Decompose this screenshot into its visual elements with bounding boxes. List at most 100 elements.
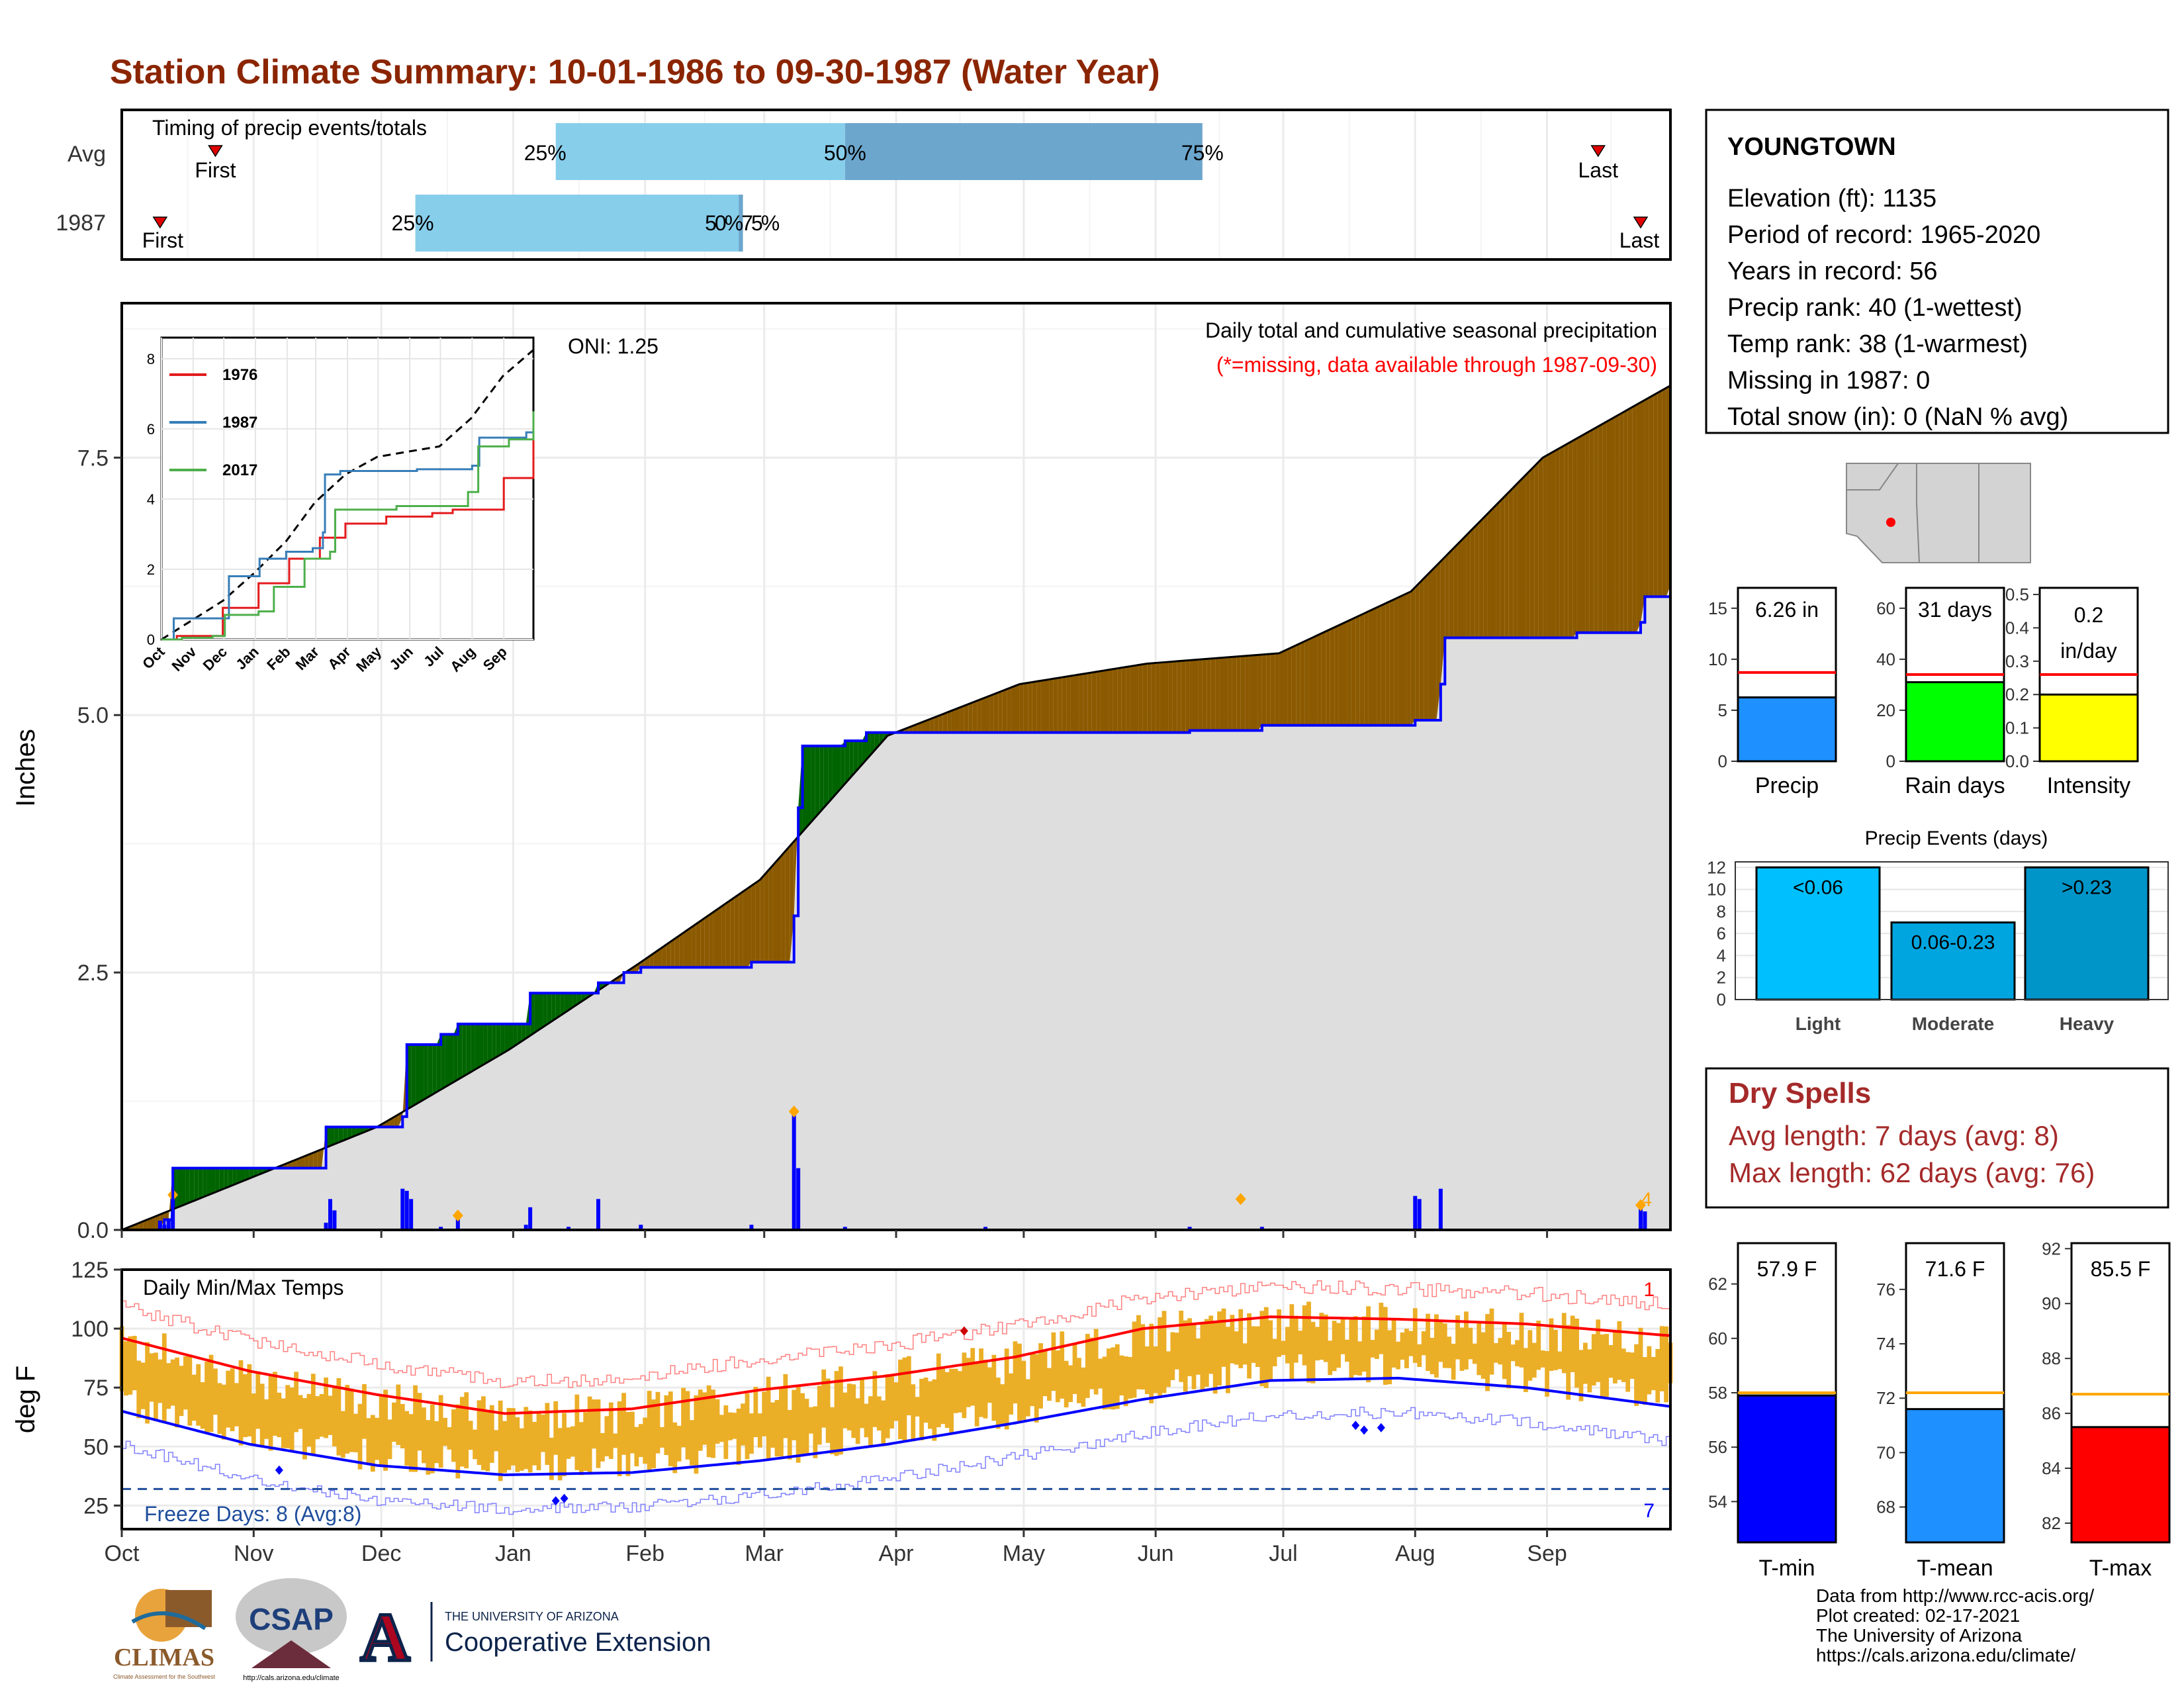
daily-temp-range-bar [302,1398,307,1460]
daily-temp-range-bar [1659,1326,1664,1391]
precip-deficit-fill [1598,424,1603,633]
inset-ytick-label: 2 [147,561,155,578]
daily-temp-range-bar [736,1408,741,1466]
precip-deficit-fill [1581,434,1586,633]
daily-temp-range-bar [1025,1379,1030,1417]
daily-temp-range-bar [702,1392,707,1445]
precip-deficit-fill [1428,569,1432,720]
daily-temp-range-bar [898,1359,903,1440]
precip-deficit-fill [1475,522,1479,638]
precip-surplus-fill [334,1127,339,1145]
mini-bar-ytick-label: 0.5 [2005,585,2029,604]
daily-temp-range-bar [638,1424,643,1458]
inset-grid [161,338,533,640]
daily-temp-range-bar [179,1366,184,1417]
events-bar-label: 0.06-0.23 [1911,932,1995,954]
daily-temp-range-bar [357,1403,363,1470]
precip-surplus-fill [411,1045,416,1107]
daily-temp-range-bar [796,1385,801,1463]
daily-temp-range-bar [1004,1348,1009,1430]
precip-deficit-fill [674,935,680,968]
daily-temp-range-bar [1353,1316,1358,1376]
precip-deficit-fill [1538,457,1543,638]
csap-logo: CSAP http://cals.arizona.edu/climate [236,1578,347,1682]
events-frame [1735,861,2169,1000]
daily-temp-range-bar [447,1427,452,1450]
mini-bar-name: Intensity [2047,773,2131,798]
precip-deficit-fill [1326,629,1330,726]
temp-bar-ytick-label: 58 [1708,1383,1727,1403]
daily-temp-range-bar [1451,1343,1456,1380]
temp-bar-ytick-label: 62 [1708,1274,1727,1294]
precip-deficit-fill [296,1158,300,1168]
precip-deficit-fill [1287,647,1292,726]
daily-temp-range-bar [1561,1313,1567,1374]
daily-temp-range-bar [1221,1308,1226,1367]
precip-deficit-fill [981,697,985,733]
precip-deficit-fill [1645,397,1649,597]
inset-ytick-label: 4 [147,491,155,508]
daily-temp-range-bar [285,1385,291,1448]
daily-temp-range-bar [570,1426,575,1457]
daily-temp-range-bar [1187,1318,1192,1377]
precip-surplus-fill [347,1127,352,1139]
temp-bar-ytick-label: 92 [2042,1239,2061,1258]
month-tick-label: Oct [105,1541,140,1566]
precip-deficit-fill [1070,675,1075,733]
precip-deficit-fill [1585,431,1590,633]
daily-temp-range-bar [1587,1349,1592,1393]
mini-bar-ytick-label: 0.0 [2005,751,2029,771]
daily-temp-range-bar [1021,1360,1026,1420]
daily-temp-range-bar [1430,1337,1435,1374]
station-info-line: Period of record: 1965-2020 [1727,221,2040,249]
daily-temp-range-bar [1093,1329,1099,1395]
precip-surplus-fill [181,1168,186,1206]
precip-deficit-fill [1002,689,1007,733]
precip-deficit-fill [1479,518,1484,638]
precip-deficit-fill [921,720,926,733]
daily-temp-range-bar [1442,1323,1447,1368]
precip-deficit-fill [1224,657,1228,731]
precip-deficit-fill [1134,665,1139,733]
month-tick-label: Feb [625,1541,664,1566]
events-bar [2024,866,2150,1001]
daily-temp-range-bar [1132,1321,1137,1398]
precip-deficit-fill [1210,658,1216,731]
daily-temp-range-bar [553,1401,559,1455]
daily-temp-range-bar [124,1341,128,1396]
precip-ylabel: Inches [11,729,40,807]
daily-temp-range-bar [821,1369,827,1428]
month-tick-label: Sep [1527,1541,1567,1566]
daily-temp-range-bar [919,1378,924,1440]
daily-temp-range-bar [732,1413,737,1439]
timing-title: Timing of precip events/totals [152,116,427,140]
mini-bar-value-label: 6.26 in [1755,598,1819,622]
daily-temp-range-bar [825,1378,831,1443]
precip-deficit-fill [653,950,658,968]
inset-ytick-label: 0 [147,632,155,648]
mini-bar-ytick-label: 0.2 [2005,684,2029,704]
precip-deficit-fill [930,717,934,733]
daily-temp-range-bar [502,1421,507,1474]
precip-deficit-fill [1228,657,1232,731]
daily-temp-range-bar [1404,1329,1409,1368]
daily-temp-range-bar [1583,1342,1588,1384]
summary-bar-charts: 0 5 10 15 6.26 in Precip 0 20 40 60 31 days Rain da… [1708,585,2139,798]
daily-temp-range-bar [690,1420,694,1466]
events-category-label: Moderate [1912,1013,1994,1034]
precip-surplus-fill [211,1168,216,1194]
timing-first-marker [208,145,223,158]
daily-temp-range-bar [200,1382,205,1429]
precip-surplus-fill [832,745,837,798]
mini-bar-value-label: 31 days [1918,598,1992,622]
daily-temp-range-bar [664,1395,669,1456]
daily-temp-range-bar [762,1391,767,1436]
daily-temp-range-bar [625,1411,631,1476]
daily-temp-range-bar [1651,1356,1656,1391]
daily-temp-range-bar [1081,1367,1086,1407]
temp-record-low-marker [551,1496,560,1506]
daily-temp-range-bar [1519,1313,1524,1368]
daily-temp-range-bar [906,1356,911,1416]
precip-surplus-fill [823,745,829,808]
daily-temp-range-bar [672,1422,678,1474]
